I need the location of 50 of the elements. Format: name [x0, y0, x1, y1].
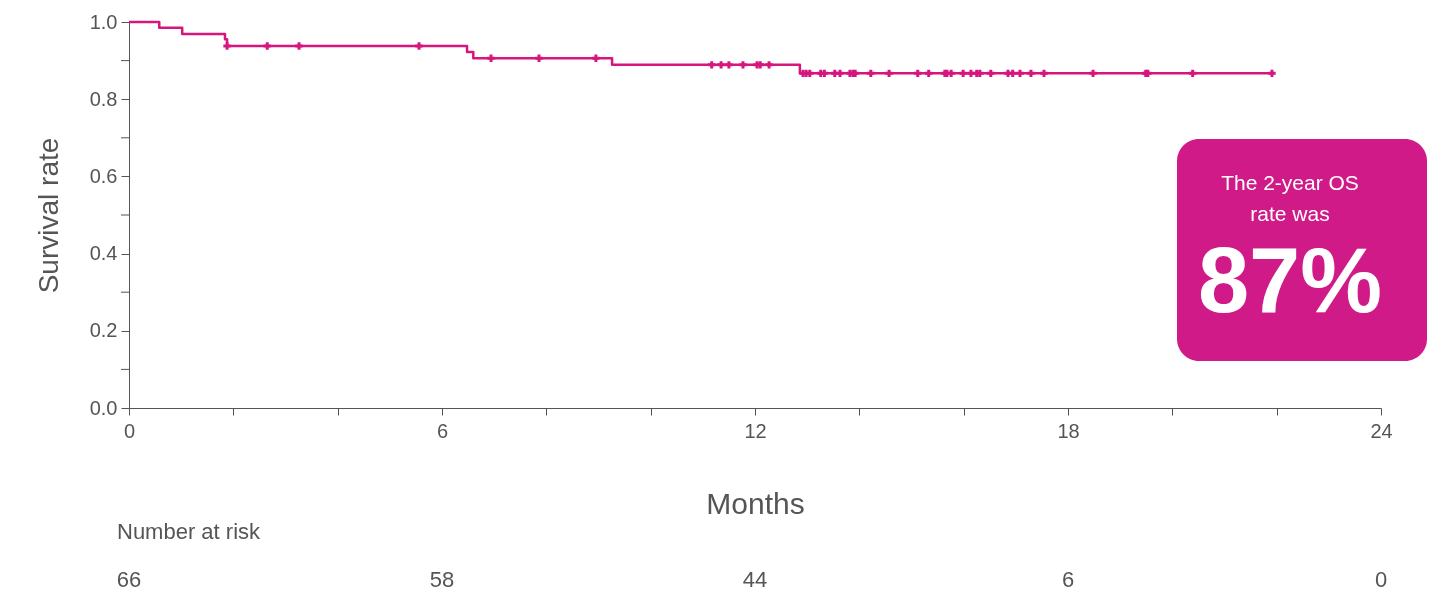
- point: [987, 69, 995, 78]
- point: [925, 69, 933, 78]
- point: [1268, 69, 1276, 78]
- point: [867, 69, 875, 78]
- point: [1040, 69, 1048, 78]
- point: [592, 54, 600, 62]
- annotation: 87%: [1197, 229, 1383, 331]
- point: [295, 42, 303, 50]
- point: [765, 61, 773, 69]
- x-tick-label: 6: [436, 419, 449, 442]
- point: [707, 61, 716, 69]
- point: [415, 42, 423, 50]
- point: [1089, 69, 1097, 78]
- point: [1027, 69, 1035, 78]
- point: [487, 54, 495, 62]
- y-tick-label: 0.4: [89, 242, 118, 265]
- x-tick-label: 0: [123, 419, 136, 442]
- point: [1009, 69, 1017, 78]
- x-tick-label: 12: [744, 419, 767, 442]
- point: [717, 61, 725, 69]
- annotation: The 2-year OS: [1221, 171, 1359, 194]
- point: [885, 69, 893, 78]
- point: [806, 69, 814, 78]
- y-tick-label: 1.0: [89, 10, 118, 33]
- x-tick-label: 24: [1370, 419, 1393, 442]
- x-tick-label: 18: [1057, 419, 1080, 442]
- point: [836, 69, 844, 78]
- point: [223, 42, 231, 50]
- y-tick-label: 0.2: [89, 319, 118, 342]
- point: [914, 69, 922, 78]
- x-axis-title: Months: [706, 486, 805, 520]
- text: Number at risk: [117, 519, 262, 544]
- annotation: rate was: [1250, 202, 1330, 225]
- point: [1016, 69, 1024, 78]
- point: [535, 54, 543, 62]
- text: 58: [429, 567, 455, 592]
- point: [959, 69, 967, 78]
- text: 66: [116, 567, 142, 592]
- point: [263, 42, 271, 50]
- y-tick-label: 0.6: [89, 164, 118, 187]
- y-tick-label: 0.8: [89, 87, 118, 110]
- point: [739, 61, 747, 69]
- y-axis-title: Survival rate: [32, 137, 64, 294]
- text: 0: [1374, 567, 1388, 592]
- point: [725, 61, 733, 69]
- y-tick-label: 0.0: [89, 396, 118, 419]
- point: [947, 69, 955, 78]
- text: 6: [1061, 567, 1075, 592]
- text: 44: [742, 567, 768, 592]
- point: [1188, 69, 1197, 78]
